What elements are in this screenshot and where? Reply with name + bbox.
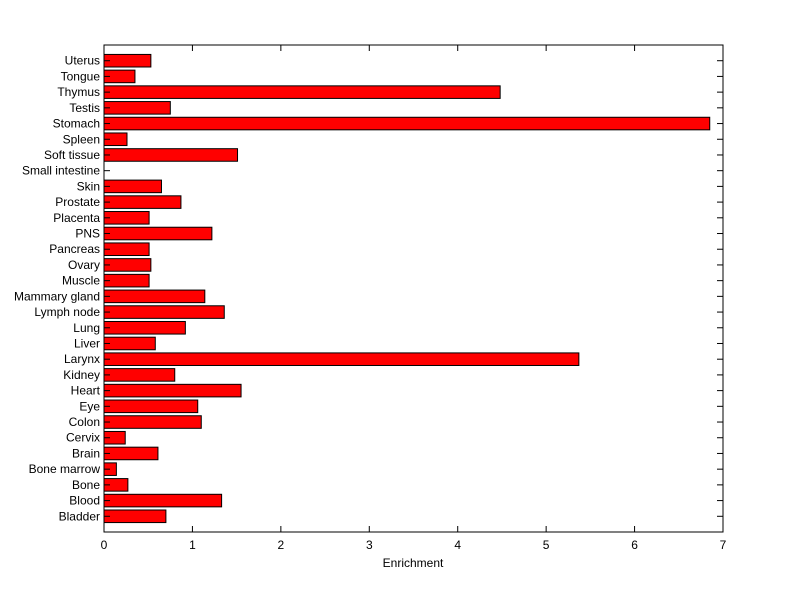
y-tick-label: Bone bbox=[72, 478, 100, 492]
y-tick-label: Soft tissue bbox=[44, 148, 100, 162]
bar-ovary bbox=[103, 258, 152, 272]
x-tick-label: 5 bbox=[543, 538, 550, 552]
bar-soft-tissue bbox=[103, 148, 239, 162]
x-tick-label: 2 bbox=[278, 538, 285, 552]
bar-heart bbox=[103, 383, 242, 398]
y-tick-label: Eye bbox=[79, 399, 100, 413]
y-tick-label: Small intestine bbox=[22, 164, 100, 178]
plot-frame bbox=[103, 44, 724, 533]
bar-thymus bbox=[103, 85, 501, 99]
x-tick-label: 1 bbox=[189, 538, 196, 552]
bar-eye bbox=[103, 399, 199, 414]
y-tick-label: Bone marrow bbox=[29, 462, 101, 476]
x-tick-label: 7 bbox=[720, 538, 727, 552]
y-tick-label: Thymus bbox=[57, 85, 100, 99]
bar-blood bbox=[103, 493, 223, 508]
bar-kidney bbox=[103, 368, 176, 382]
y-tick-label: Pancreas bbox=[49, 242, 100, 256]
y-tick-label: Larynx bbox=[64, 352, 100, 366]
ticks-group bbox=[103, 45, 724, 532]
y-tick-label: Placenta bbox=[53, 211, 100, 225]
y-tick-label: Uterus bbox=[65, 54, 100, 68]
y-tick-label: Kidney bbox=[63, 368, 100, 382]
y-tick-label: Blood bbox=[69, 494, 100, 508]
y-tick-label: Tongue bbox=[61, 69, 101, 83]
bar-stomach bbox=[103, 116, 711, 131]
x-tick-label: 0 bbox=[101, 538, 108, 552]
x-tick-label: 3 bbox=[366, 538, 373, 552]
y-tick-label: Cervix bbox=[66, 431, 100, 445]
y-tick-label: Lymph node bbox=[34, 305, 100, 319]
x-tick-label: 4 bbox=[454, 538, 461, 552]
bar-skin bbox=[103, 179, 162, 194]
bar-uterus bbox=[103, 53, 152, 68]
y-tick-label: Stomach bbox=[53, 117, 100, 131]
y-tick-label: Prostate bbox=[55, 195, 100, 209]
bar-liver bbox=[103, 336, 156, 351]
bar-bladder bbox=[103, 509, 167, 524]
y-tick-label: Heart bbox=[71, 384, 101, 398]
bar-testis bbox=[103, 101, 171, 115]
bar-colon bbox=[103, 415, 202, 429]
bar-brain bbox=[103, 446, 159, 461]
bar-placenta bbox=[103, 211, 150, 225]
y-tick-label: Colon bbox=[69, 415, 100, 429]
bar-lung bbox=[103, 320, 186, 335]
bar-mammary-gland bbox=[103, 289, 206, 304]
y-tick-label: PNS bbox=[75, 227, 100, 241]
bar-muscle bbox=[103, 273, 150, 288]
bar-pancreas bbox=[103, 242, 150, 257]
y-tick-label: Lung bbox=[73, 321, 100, 335]
bar-pns bbox=[103, 226, 213, 241]
y-tick-label: Mammary gland bbox=[14, 289, 100, 303]
x-tick-label: 6 bbox=[631, 538, 638, 552]
bar-larynx bbox=[103, 352, 580, 366]
bar-prostate bbox=[103, 195, 182, 209]
y-tick-label: Testis bbox=[69, 101, 100, 115]
bar-lymph-node bbox=[103, 305, 225, 319]
y-tick-label: Spleen bbox=[63, 132, 100, 146]
y-tick-label: Bladder bbox=[59, 509, 100, 523]
y-tick-label: Muscle bbox=[62, 274, 100, 288]
y-tick-label: Brain bbox=[72, 446, 100, 460]
y-tick-label: Liver bbox=[74, 336, 100, 350]
y-tick-label: Skin bbox=[77, 179, 100, 193]
x-axis-label: Enrichment bbox=[383, 556, 444, 570]
y-tick-label: Ovary bbox=[68, 258, 100, 272]
